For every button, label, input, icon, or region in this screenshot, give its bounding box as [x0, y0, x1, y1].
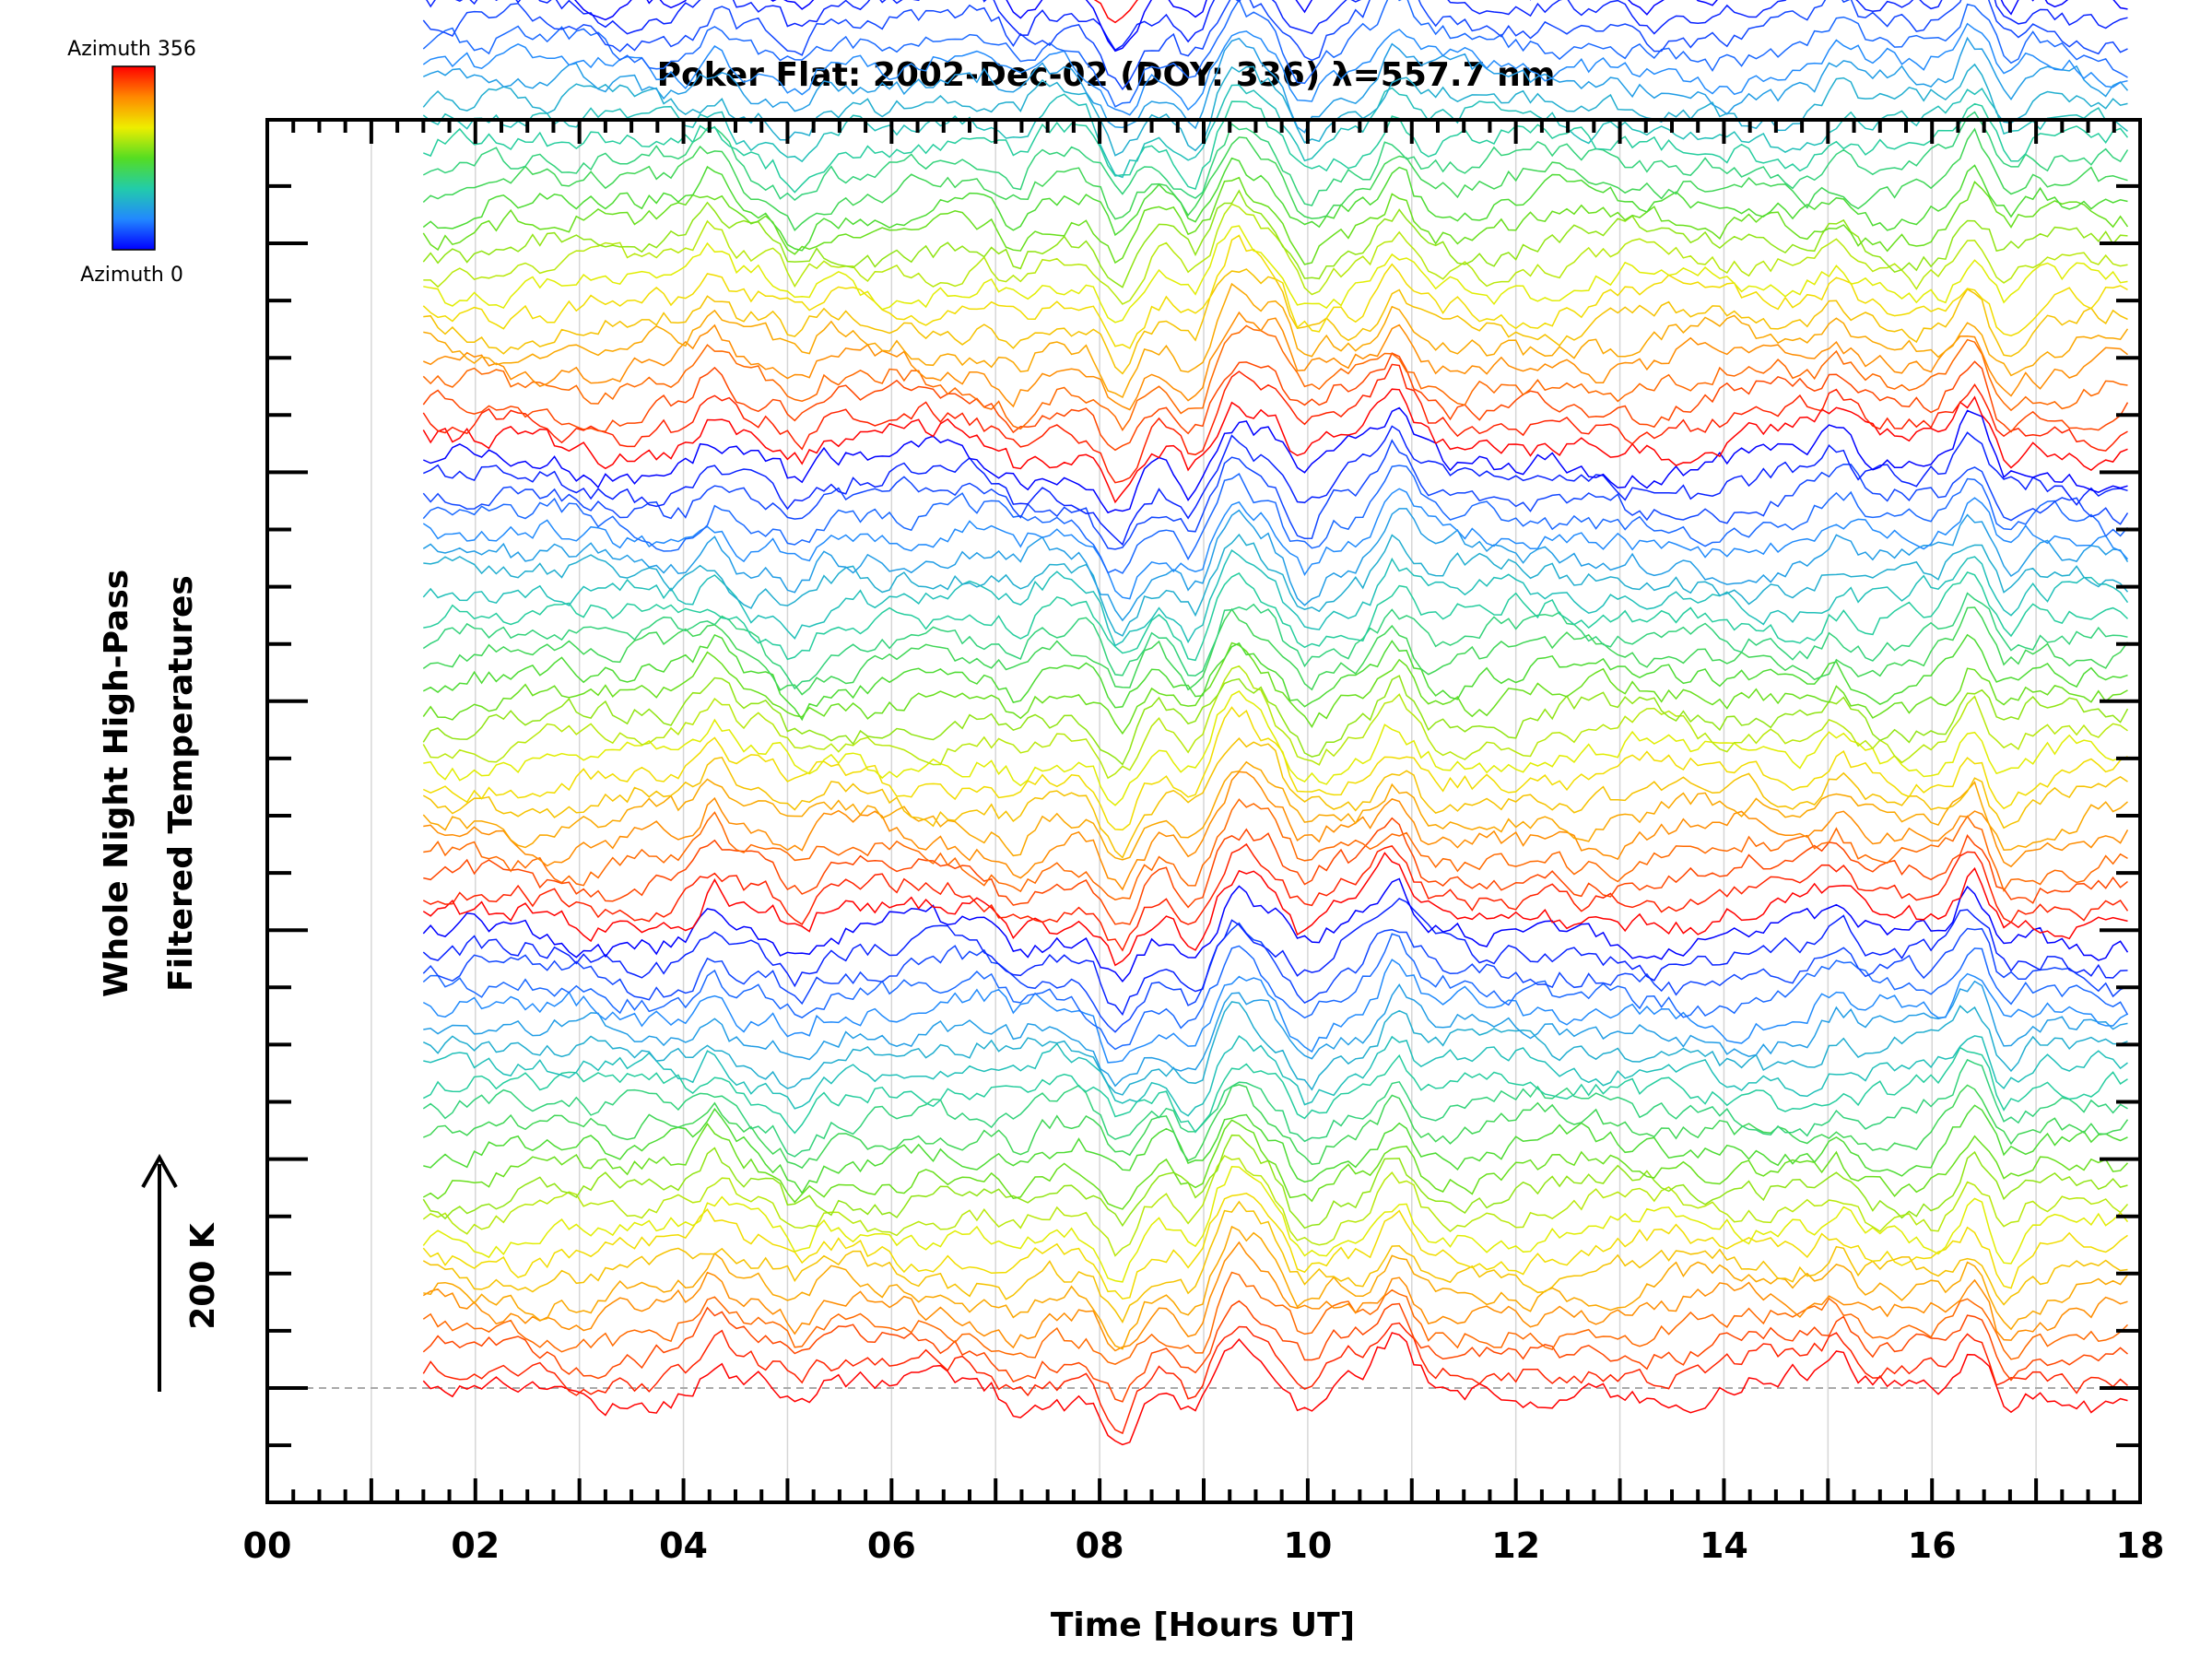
colorbar [112, 65, 156, 251]
y-axis-label-line1: Whole Night High-Pass [98, 570, 135, 997]
series-line [422, 406, 2128, 514]
x-tick-label: 02 [451, 1525, 500, 1566]
x-tick-label: 12 [1491, 1525, 1540, 1566]
series-line [422, 675, 2129, 766]
series-line [422, 189, 2128, 288]
temperature-series-group [422, 0, 2129, 1446]
series-line [422, 324, 2128, 432]
series-line [422, 127, 2128, 231]
series-line [423, 771, 2129, 891]
colorbar-top-label: Azimuth 356 [67, 38, 196, 61]
x-tick-label: 00 [243, 1525, 292, 1566]
series-line [422, 665, 2128, 780]
scale-arrow [141, 1153, 178, 1392]
series-line [422, 234, 2128, 349]
series-line [422, 706, 2128, 831]
series-line [422, 592, 2128, 690]
x-axis-label: Time [Hours UT] [1051, 1606, 1355, 1644]
series-line [422, 0, 2128, 108]
series-line [422, 508, 2129, 622]
series-line [422, 633, 2128, 722]
series-line [422, 1119, 2129, 1210]
series-line [423, 203, 2128, 305]
series-line [422, 63, 2128, 157]
chart-title: Poker Flat: 2002-Dec-02 (DOY: 336) λ=557… [657, 56, 1556, 94]
series-line [422, 736, 2128, 859]
x-tick-label: 08 [1076, 1525, 1124, 1566]
series-line [422, 1155, 2129, 1257]
series-line [423, 311, 2128, 411]
series-line [422, 1241, 2128, 1352]
scale-label: 200 K [184, 1222, 222, 1330]
series-line [422, 425, 2128, 547]
series-line [422, 1271, 2129, 1366]
colorbar-bottom-label: Azimuth 0 [80, 264, 183, 287]
series-line [422, 1058, 2128, 1158]
series-line [422, 0, 2128, 91]
axis-ticks [265, 120, 2142, 1502]
series-line [422, 439, 2129, 550]
series-line [422, 1322, 2128, 1435]
series-line [423, 798, 2128, 901]
series-line [422, 1166, 2129, 1283]
series-line [422, 465, 2129, 574]
series-line [422, 157, 2128, 252]
x-tick-label: 04 [659, 1525, 708, 1566]
series-line [422, 1200, 2128, 1324]
vertical-gridlines [371, 120, 2037, 1502]
series-line [422, 760, 2128, 861]
series-line [423, 690, 2128, 806]
series-line [422, 111, 2129, 206]
series-line [422, 1046, 2128, 1135]
series-line [422, 363, 2128, 484]
series-line [422, 36, 2129, 134]
series-line [422, 1332, 2128, 1446]
series-line [423, 980, 2128, 1088]
series-line [423, 1225, 2129, 1350]
y-axis-label-line2: Filtered Temperatures [162, 575, 200, 992]
series-line [422, 352, 2129, 452]
series-line [422, 842, 2129, 952]
series-line [422, 548, 2129, 647]
x-tick-label: 18 [2116, 1525, 2165, 1566]
series-line [423, 225, 2128, 324]
series-line [422, 877, 2129, 982]
series-line [422, 22, 2128, 116]
series-line [422, 852, 2128, 967]
series-line [422, 922, 2128, 1033]
series-line [422, 1001, 2128, 1096]
series-line [422, 176, 2129, 265]
series-line [422, 606, 2129, 696]
x-tick-label: 14 [1700, 1525, 1748, 1566]
x-tick-label: 16 [1908, 1525, 1957, 1566]
series-line [422, 1193, 2128, 1300]
x-tick-labels: 00 02 04 06 08 10 12 14 16 18 [243, 1525, 2165, 1566]
series-line [423, 282, 2129, 399]
series-line [426, 0, 2128, 52]
series-line [422, 897, 2128, 1017]
x-tick-label: 06 [867, 1525, 916, 1566]
series-line [423, 100, 2129, 194]
series-line [422, 1300, 2128, 1403]
series-line [422, 1134, 2128, 1230]
series-line [423, 571, 2129, 662]
x-tick-label: 10 [1283, 1525, 1332, 1566]
series-line [422, 933, 2129, 1051]
series-line [422, 641, 2128, 735]
series-line [423, 817, 2128, 925]
series-line [422, 488, 2129, 600]
series-line [423, 1035, 2128, 1117]
series-line [422, 388, 2128, 504]
series-line [422, 959, 2128, 1064]
series-line [423, 1084, 2129, 1170]
series-line [423, 1104, 2128, 1194]
series-line [423, 533, 2129, 637]
